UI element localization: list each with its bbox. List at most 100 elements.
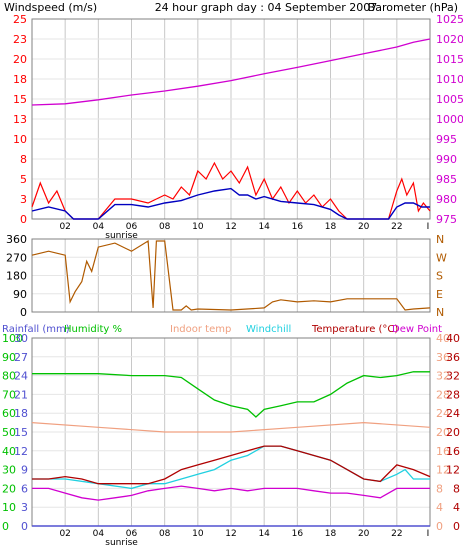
temp-right-tick-2: 32 [446, 370, 460, 383]
bottom-panel-legend: Rainfall (mm)Humidity % Indoor temp Windch… [2, 324, 442, 335]
temp-left-tick-3: 28 [436, 388, 450, 401]
windspeed-tick-0: 25 [13, 13, 27, 26]
wind-hour-18: 18 [325, 222, 337, 232]
temp-left-tick-10: 0 [436, 520, 443, 533]
barometer-line [31, 38, 431, 106]
humidity-tick-3: 70 [2, 388, 16, 401]
barometer-tick-4: 1005 [436, 93, 463, 106]
temperature-line [32, 445, 431, 485]
wind-direction-line [31, 239, 431, 311]
humidity-tick-6: 40 [2, 445, 16, 458]
windspeed-tick-4: 15 [13, 93, 27, 106]
rain-tick-6: 12 [14, 445, 28, 458]
direction-tick-0: 360 [6, 233, 27, 246]
barometer-axis-title: Barometer (hPa) [368, 1, 458, 14]
rain-tick-2: 24 [14, 370, 28, 383]
temp-left-tick-0: 40 [436, 332, 450, 345]
windspeed-axis-title: Windspeed (m/s) [4, 1, 97, 14]
temp-left-tick-5: 20 [436, 426, 450, 439]
rain-tick-3: 21 [14, 388, 28, 401]
direction-tick-2: 180 [6, 270, 27, 283]
direction-degree-labels: 360 270 180 90 0 [6, 233, 27, 319]
legend-temperature-c: Temperature (°C) [311, 324, 398, 335]
wind-hour-10: 10 [192, 222, 204, 232]
windspeed-tick-7: 8 [20, 153, 27, 166]
wind-hour-04: 04 [93, 222, 105, 232]
bottom-hour-02: 02 [59, 529, 70, 539]
temp-right-tick-6: 16 [446, 445, 460, 458]
wind-panel-lines [31, 38, 431, 220]
temp-right-tick-3: 28 [446, 388, 460, 401]
wind-sunrise-label: sunrise [105, 231, 138, 241]
barometer-tick-7: 990 [436, 153, 457, 166]
temp-right-tick-1: 36 [446, 351, 460, 364]
barometer-tick-0: 1025 [436, 13, 463, 26]
humidity-tick-7: 30 [2, 464, 16, 477]
humidity-tick-5: 50 [2, 426, 16, 439]
legend-indoor-temp: Indoor temp [170, 324, 231, 335]
temp-left-tick-8: 8 [436, 482, 443, 495]
windspeed-tick-6: 10 [13, 133, 27, 146]
legend-rainfall-mm: Rainfall (mm) [2, 324, 70, 335]
humidity-tick-0: 100 [2, 332, 23, 345]
chart-title: 24 hour graph day : 04 September 2007 [155, 1, 378, 14]
dew-point-line [32, 485, 430, 501]
barometer-tick-6: 995 [436, 133, 457, 146]
temp-right-tick-7: 12 [446, 464, 460, 477]
barometer-tick-8: 985 [436, 173, 457, 186]
bottom-hour-I: I [427, 529, 430, 539]
humidity-tick-1: 90 [2, 351, 16, 364]
bottom-hour-08: 08 [159, 529, 171, 539]
humidity-tick-8: 20 [2, 482, 16, 495]
rain-tick-9: 3 [21, 501, 28, 514]
temp-left-tick-1: 36 [436, 351, 450, 364]
wind-panel-grid [32, 19, 430, 219]
bottom-hour-20: 20 [358, 529, 370, 539]
wind-hour-14: 14 [258, 222, 270, 232]
windspeed-tick-9: 3 [20, 193, 27, 206]
temp-left-tick-6: 16 [436, 445, 450, 458]
bottom-hour-18: 18 [325, 529, 337, 539]
bottom-hour-04: 04 [93, 529, 105, 539]
humidity-tick-2: 80 [2, 370, 16, 383]
legend-dew-point: Dew Point [392, 324, 442, 335]
barometer-tick-labels: 1025 1020 1015 1010 1005 1000 995 990 985 980 975 [436, 13, 463, 226]
wind-hour-06: 06 [126, 222, 138, 232]
wind-hour-12: 12 [225, 222, 236, 232]
temp-left-tick-9: 4 [436, 501, 443, 514]
rain-tick-1: 27 [14, 351, 28, 364]
wind-hour-02: 02 [59, 222, 70, 232]
direction-tick-1: 270 [6, 251, 27, 264]
barometer-tick-3: 1010 [436, 73, 463, 86]
wind-hour-20: 20 [358, 222, 370, 232]
windspeed-tick-10: 0 [20, 213, 27, 226]
bottom-panel-lines [31, 371, 431, 527]
barometer-tick-9: 980 [436, 193, 457, 206]
bottom-hour-16: 16 [292, 529, 304, 539]
temp-right-tick-5: 20 [446, 426, 460, 439]
temp-left-tick-4: 24 [436, 407, 450, 420]
humidity-tick-4: 60 [2, 407, 16, 420]
windspeed-tick-5: 13 [13, 113, 27, 126]
windspeed-tick-1: 23 [13, 33, 27, 46]
compass-tick-4: N [436, 306, 444, 319]
compass-tick-2: S [436, 270, 443, 283]
direction-tick-3: 90 [13, 288, 27, 301]
barometer-tick-5: 1000 [436, 113, 463, 126]
temp-right-tick-10: 0 [453, 520, 460, 533]
temp-right-tick-0: 40 [446, 332, 460, 345]
temp-right-tick-4: 24 [446, 407, 460, 420]
humidity-line [32, 371, 430, 418]
bottom-hour-06: 06 [126, 529, 138, 539]
compass-tick-3: E [436, 288, 443, 301]
wind-panel-border [31, 18, 431, 220]
barometer-tick-1: 1020 [436, 33, 463, 46]
bottom-hour-22: 22 [391, 529, 402, 539]
windspeed-tick-8: 5 [20, 173, 27, 186]
wind-average-line [31, 187, 430, 220]
